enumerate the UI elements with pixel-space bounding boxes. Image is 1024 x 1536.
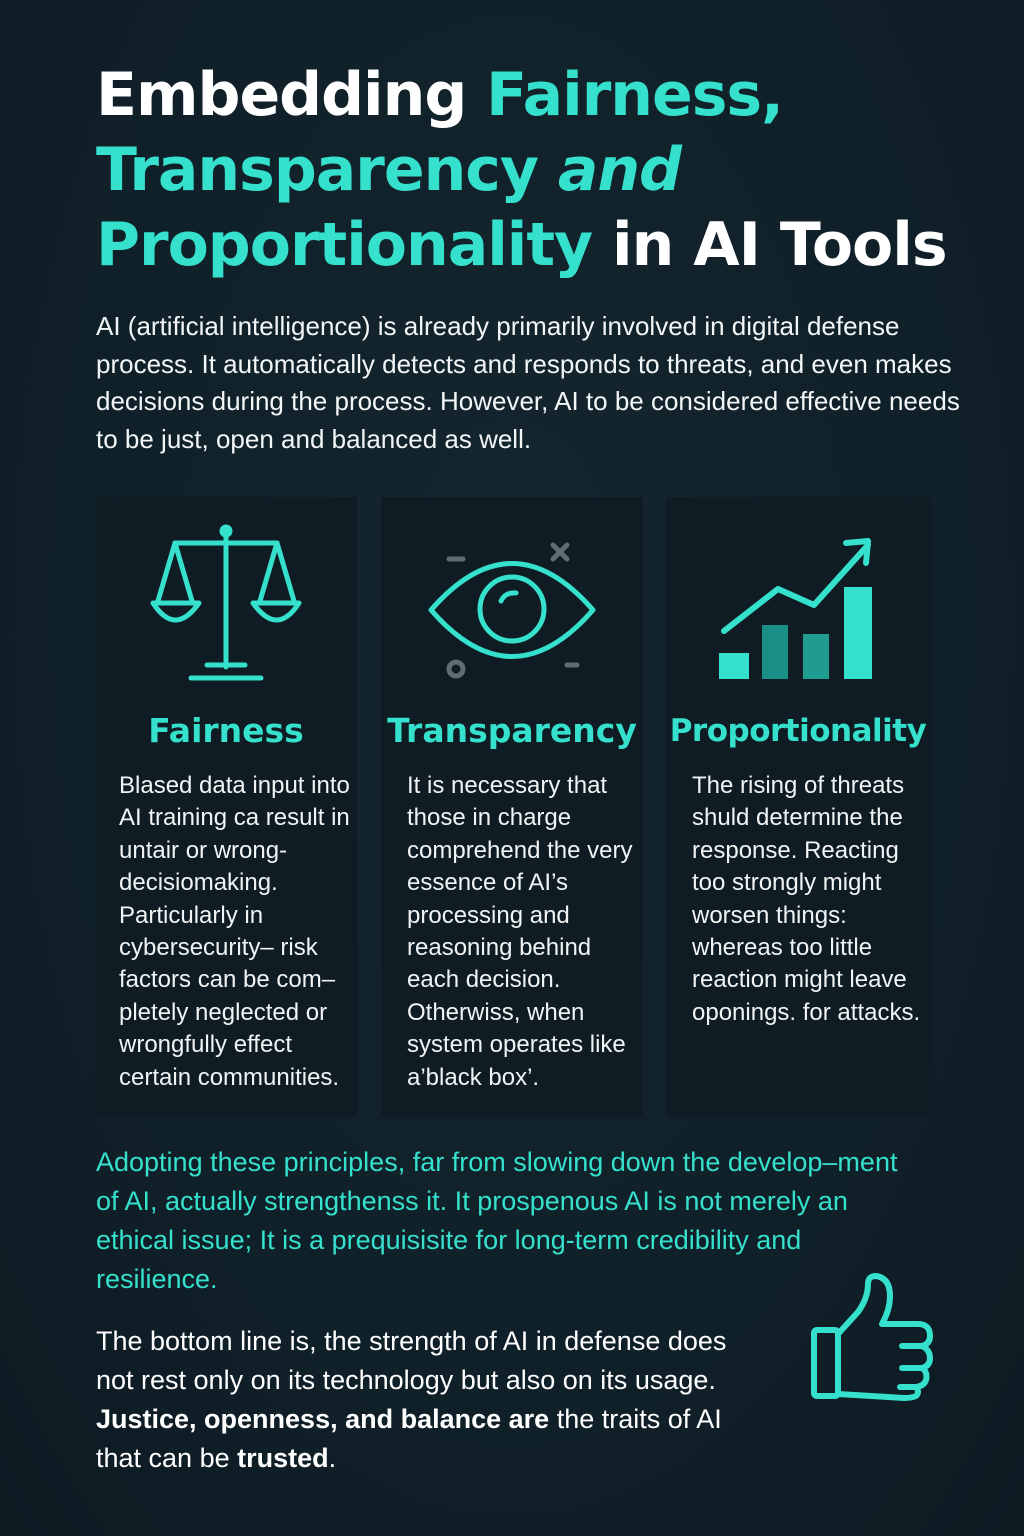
title-part-in-ai-tools: in AI Tools (592, 210, 948, 280)
title-part-fairness: Fairness, (486, 60, 784, 130)
proportionality-card: Proportionality The rising of threats sh… (666, 497, 930, 1117)
transparency-text: It is necessary that those in charge com… (407, 772, 633, 1091)
title-part-proportionality: Proportionality (96, 210, 593, 280)
page-title: Embedding Fairness, Transparency and Propo… (96, 58, 976, 283)
bottom-line-emphasis: Justice, openness, and balance are (96, 1404, 550, 1434)
fairness-card: Fairness Blased data input into AI train… (95, 497, 357, 1117)
bottom-line-text-1: The bottom line is, the strength of AI i… (96, 1326, 727, 1395)
transparency-card: Transparency It is necessary that those … (381, 497, 643, 1117)
rising-bar-chart-icon (719, 538, 872, 679)
bottom-line-paragraph: The bottom line is, the strength of AI i… (96, 1322, 736, 1478)
transparency-title: Transparency (387, 711, 637, 750)
scales-icon (150, 524, 302, 681)
fairness-title: Fairness (148, 711, 304, 750)
eye-icon (428, 542, 596, 679)
fairness-text: Blased data input into AI training ca re… (119, 772, 350, 1091)
principles-paragraph: Adopting these principles, far from slow… (96, 1147, 898, 1294)
title-part-transparency: Transparency (96, 135, 558, 205)
bottom-line-text-2: the traits of AI that can be (96, 1404, 722, 1473)
title-part-and: and (557, 135, 682, 205)
proportionality-text: The rising of threats shuld determine th… (692, 772, 921, 1026)
bottom-line-trusted: trusted (237, 1443, 329, 1473)
proportionality-title: Proportionality (669, 713, 927, 749)
intro-paragraph: AI (artificial intelligence) is already … (96, 311, 960, 454)
thumbs-up-icon (811, 1273, 933, 1401)
title-part-embedding: Embedding (96, 60, 487, 130)
bottom-line-period: . (328, 1443, 337, 1473)
